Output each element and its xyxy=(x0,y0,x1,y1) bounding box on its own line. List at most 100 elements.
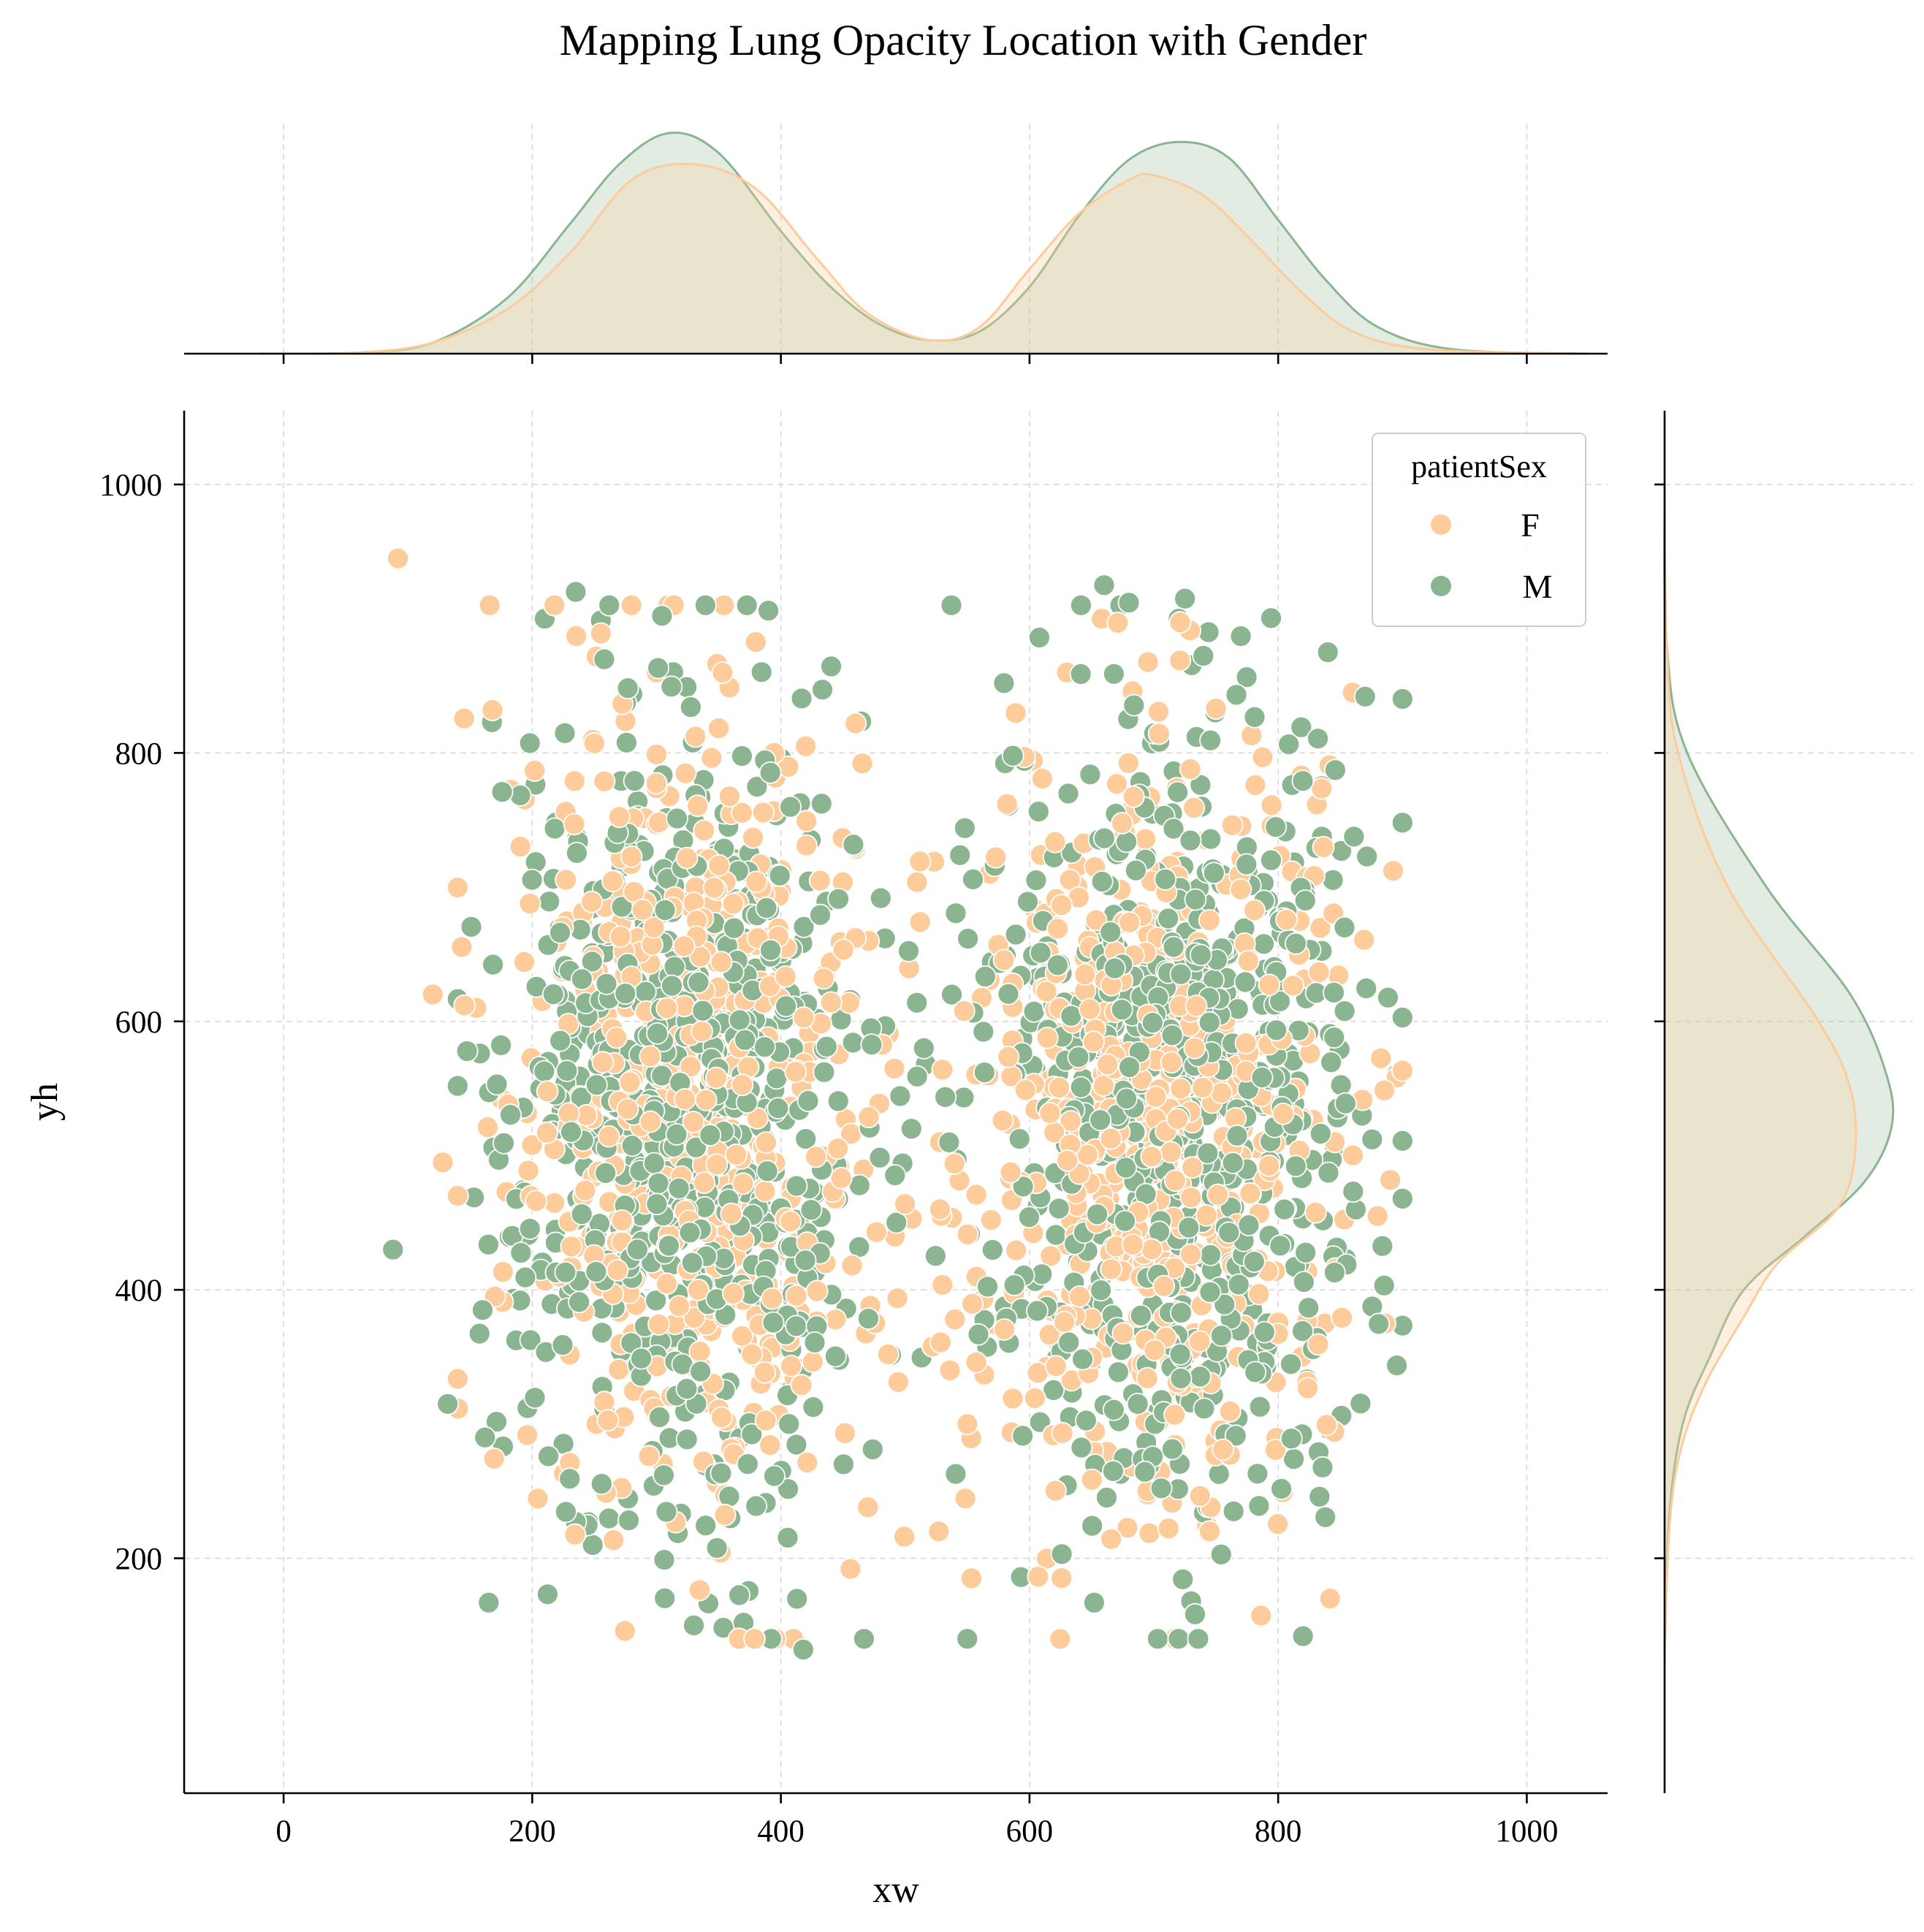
scatter-point-f xyxy=(744,631,767,653)
scatter-point-m xyxy=(767,1097,790,1119)
scatter-point-m xyxy=(997,982,1020,1005)
scatter-point-m xyxy=(750,661,773,684)
scatter-point-f xyxy=(1219,1400,1242,1423)
scatter-point-m xyxy=(555,1500,577,1524)
scatter-point-f xyxy=(1188,1484,1212,1507)
scatter-point-m xyxy=(1225,683,1248,707)
scatter-point-m xyxy=(1284,1155,1307,1178)
scatter-point-f xyxy=(794,734,818,758)
scatter-point-m xyxy=(905,991,929,1014)
scatter-point-f xyxy=(647,811,671,834)
scatter-point-m xyxy=(680,1251,704,1274)
scatter-point-f xyxy=(711,661,734,684)
scatter-point-m xyxy=(644,1289,667,1312)
scatter-point-f xyxy=(722,1282,745,1305)
scatter-point-m xyxy=(1277,733,1301,756)
y-density-fill-f xyxy=(1665,484,1857,1666)
scatter-point-f xyxy=(618,1070,642,1094)
scatter-point-m xyxy=(813,1060,836,1084)
scatter-point-f xyxy=(826,1137,850,1160)
scatter-point-m xyxy=(1307,727,1329,750)
scatter-point-m xyxy=(1269,1234,1292,1258)
scatter-point-m xyxy=(1069,663,1092,685)
scatter-point-m xyxy=(1026,1299,1049,1323)
scatter-point-m xyxy=(1147,1627,1169,1651)
scatter-point-m xyxy=(1269,990,1291,1013)
scatter-point-m xyxy=(934,1086,957,1108)
scatter-point-f xyxy=(1229,878,1252,901)
scatter-point-m xyxy=(1291,1624,1315,1648)
scatter-point-m xyxy=(689,1360,712,1383)
scatter-point-m xyxy=(1177,1216,1201,1239)
scatter-point-f xyxy=(476,1116,499,1138)
scatter-point-m xyxy=(1260,848,1282,872)
scatter-point-f xyxy=(1181,1156,1204,1179)
scatter-point-m xyxy=(655,1500,678,1524)
scatter-point-f xyxy=(746,1107,769,1130)
scatter-point-f xyxy=(691,1020,713,1043)
scatter-point-m xyxy=(468,1322,491,1345)
scatter-point-f xyxy=(688,1340,712,1364)
scatter-point-m xyxy=(1248,1395,1271,1418)
x-density-line-f xyxy=(259,162,1589,355)
scatter-point-f xyxy=(894,1193,916,1216)
scatter-point-f xyxy=(565,625,588,647)
scatter-point-f xyxy=(642,916,666,939)
x-density-fill-m xyxy=(259,132,1589,354)
scatter-point-f xyxy=(639,1110,662,1133)
scatter-point-f xyxy=(1049,1627,1072,1651)
scatter-point-f xyxy=(1271,1103,1295,1125)
scatter-point-f xyxy=(1182,796,1206,819)
scatter-point-f xyxy=(1282,974,1304,997)
scatter-point-f xyxy=(1122,785,1145,808)
scatter-point-m xyxy=(1385,1354,1408,1377)
scatter-point-m xyxy=(1189,773,1212,796)
scatter-point-m xyxy=(533,1060,556,1083)
scatter-point-m xyxy=(1092,826,1116,850)
scatter-point-f xyxy=(1014,1079,1037,1102)
scatter-point-f xyxy=(908,910,932,934)
scatter-point-f xyxy=(610,1209,634,1232)
scatter-point-f xyxy=(753,1361,776,1384)
legend-label-m: M xyxy=(1523,568,1553,605)
scatter-point-m xyxy=(626,1238,649,1261)
scatter-point-f xyxy=(857,1106,881,1129)
scatter-point-m xyxy=(889,1084,912,1108)
scatter-point-m xyxy=(1323,1261,1346,1284)
scatter-point-f xyxy=(679,1055,702,1079)
scatter-point-m xyxy=(1090,870,1114,893)
scatter-point-f xyxy=(647,1313,670,1336)
top-marginal-grid xyxy=(283,123,1528,354)
scatter-point-m xyxy=(1114,1209,1136,1233)
scatter-point-m xyxy=(740,1423,764,1446)
scatter-point-f xyxy=(731,802,753,824)
scatter-point-f xyxy=(1237,949,1260,973)
scatter-point-m xyxy=(1265,1019,1288,1042)
scatter-point-f xyxy=(453,994,476,1017)
scatter-point-m xyxy=(1321,869,1345,891)
scatter-point-f xyxy=(731,1324,753,1347)
scatter-point-f xyxy=(1005,1239,1027,1262)
scatter-point-f xyxy=(523,759,546,782)
scatter-point-f xyxy=(893,1525,916,1548)
scatter-point-m xyxy=(1169,1367,1193,1390)
x-ticks: 0 200 400 600 800 1000 xyxy=(275,1793,1558,1849)
scatter-point-f xyxy=(481,699,504,721)
x-tick-label: 200 xyxy=(509,1814,556,1849)
scatter-point-f xyxy=(1080,1468,1103,1491)
scatter-point-f xyxy=(832,938,855,962)
scatter-point-m xyxy=(646,1022,669,1045)
scatter-point-m xyxy=(1081,1514,1103,1537)
scatter-point-m xyxy=(794,1127,818,1150)
scatter-point-m xyxy=(1169,962,1193,986)
scatter-point-f xyxy=(960,1567,983,1590)
scatter-point-f xyxy=(995,793,1019,815)
scatter-point-f xyxy=(536,1080,559,1103)
scatter-point-m xyxy=(543,817,566,840)
scatter-point-m xyxy=(1247,1494,1271,1518)
scatter-point-m xyxy=(853,1627,875,1651)
scatter-point-m xyxy=(537,1445,560,1468)
scatter-point-m xyxy=(827,887,850,910)
scatter-point-m xyxy=(1237,1214,1261,1236)
scatter-point-m xyxy=(981,1239,1004,1261)
